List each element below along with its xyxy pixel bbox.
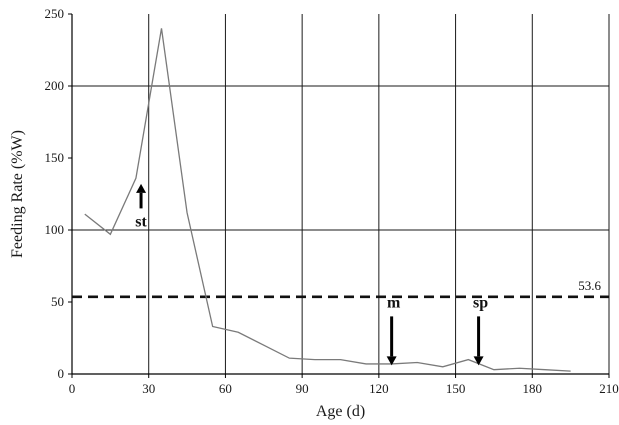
x-tick-label-30: 30 bbox=[142, 381, 155, 396]
grid-lines bbox=[72, 14, 610, 374]
x-tick-label-0: 0 bbox=[69, 381, 76, 396]
annotation-label-sp: sp bbox=[473, 294, 488, 311]
x-tick-label-180: 180 bbox=[523, 381, 543, 396]
reference-line-label: 53.6 bbox=[578, 278, 601, 293]
y-tick-label-250: 250 bbox=[45, 6, 65, 21]
y-tick-label-0: 0 bbox=[58, 366, 65, 381]
annotations: st m sp bbox=[135, 183, 488, 366]
x-tick-label-210: 210 bbox=[599, 381, 619, 396]
x-tick-label-90: 90 bbox=[296, 381, 309, 396]
y-tick-label-50: 50 bbox=[51, 294, 64, 309]
annotation-label-m: m bbox=[387, 294, 401, 311]
y-tick-label-150: 150 bbox=[45, 150, 65, 165]
y-tick-label-200: 200 bbox=[45, 78, 65, 93]
series-line bbox=[84, 28, 571, 372]
annotation-arrow-head-m bbox=[386, 356, 397, 366]
y-tick-label-100: 100 bbox=[45, 222, 65, 237]
annotation-label-st: st bbox=[135, 213, 147, 230]
annotation-arrow-head-st bbox=[136, 183, 147, 193]
x-axis-title: Age (d) bbox=[316, 403, 365, 420]
x-tick-label-60: 60 bbox=[219, 381, 232, 396]
y-tick-labels: 0 50 100 150 200 250 bbox=[45, 6, 72, 381]
x-tick-label-120: 120 bbox=[369, 381, 389, 396]
x-tick-label-150: 150 bbox=[446, 381, 466, 396]
annotation-arrow-head-sp bbox=[473, 356, 484, 366]
y-axis-title: Feeding Rate (%W) bbox=[9, 130, 26, 258]
x-tick-labels: 0 30 60 90 120 150 180 210 bbox=[69, 374, 619, 396]
